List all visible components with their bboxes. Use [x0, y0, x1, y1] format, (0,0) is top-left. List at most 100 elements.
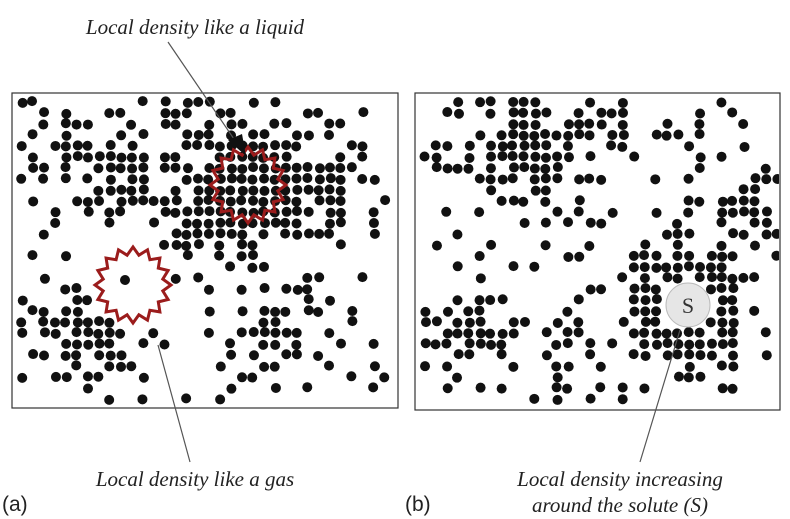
particle [280, 306, 291, 317]
particle [662, 118, 673, 129]
pointer [167, 41, 237, 143]
particle [694, 272, 705, 283]
particle [442, 306, 453, 317]
particle [475, 338, 486, 349]
particle [60, 350, 71, 361]
particle [728, 317, 739, 328]
particle [104, 327, 115, 338]
particle [247, 372, 258, 383]
particle [574, 195, 585, 206]
particle [94, 338, 105, 349]
particle [728, 283, 739, 294]
particle [314, 195, 325, 206]
particle [72, 196, 83, 207]
particle [761, 217, 772, 228]
particle [170, 152, 181, 163]
particle [694, 119, 705, 130]
particle [540, 129, 551, 140]
particle [574, 129, 585, 140]
particle [28, 196, 39, 207]
particle [585, 217, 596, 228]
particle [259, 361, 270, 372]
particle [463, 328, 474, 339]
particle [683, 261, 694, 272]
particle [541, 327, 552, 338]
particle [313, 185, 324, 196]
particle [93, 185, 104, 196]
particle [661, 328, 672, 339]
particle [585, 284, 596, 295]
particle [552, 173, 563, 184]
particle [291, 141, 302, 152]
particle [104, 394, 115, 405]
particle [717, 339, 728, 350]
particle [38, 316, 49, 327]
particle [127, 163, 138, 174]
particle [672, 228, 683, 239]
particle [496, 130, 507, 141]
particle [39, 273, 50, 284]
particle [28, 349, 39, 360]
particle [16, 173, 27, 184]
particle [639, 327, 650, 338]
particle [369, 174, 380, 185]
particle [508, 119, 519, 130]
particle [237, 306, 248, 317]
particle [170, 207, 181, 218]
particle [573, 327, 584, 338]
particle [464, 349, 475, 360]
particle [181, 240, 192, 251]
particle [639, 273, 650, 284]
particle [684, 141, 695, 152]
particle [281, 151, 292, 162]
particle [203, 195, 214, 206]
particle [116, 184, 127, 195]
particle [346, 140, 357, 151]
particle [596, 218, 607, 229]
particle [226, 163, 237, 174]
particle [573, 294, 584, 305]
particle [563, 130, 574, 141]
particle [115, 107, 126, 118]
particle [269, 118, 280, 129]
particle [716, 306, 727, 317]
particle [104, 217, 115, 228]
particle [270, 316, 281, 327]
particle [706, 272, 717, 283]
particle [474, 305, 485, 316]
particle [380, 195, 391, 206]
particle [203, 218, 214, 229]
particle [105, 350, 116, 361]
particle [281, 140, 292, 151]
particle [93, 371, 104, 382]
particle [486, 339, 497, 350]
particle [82, 140, 93, 151]
particle [38, 229, 49, 240]
particle [203, 174, 214, 185]
particle [497, 328, 508, 339]
particle [248, 129, 259, 140]
particle [738, 119, 749, 130]
particle [497, 294, 508, 305]
particle [71, 360, 82, 371]
particle [518, 119, 529, 130]
particle [518, 130, 529, 141]
particle [368, 218, 379, 229]
particle [281, 327, 292, 338]
particle [574, 174, 585, 185]
particle [335, 174, 346, 185]
particle [225, 338, 236, 349]
particle [347, 306, 358, 317]
particle [540, 196, 551, 207]
particle [303, 184, 314, 195]
particle [453, 349, 464, 360]
particle [181, 229, 192, 240]
particle [706, 350, 717, 361]
particle [181, 393, 192, 404]
particle [259, 283, 270, 294]
particle [749, 240, 760, 251]
particle [248, 162, 259, 173]
particle [270, 217, 281, 228]
particle [335, 152, 346, 163]
particle [324, 228, 335, 239]
